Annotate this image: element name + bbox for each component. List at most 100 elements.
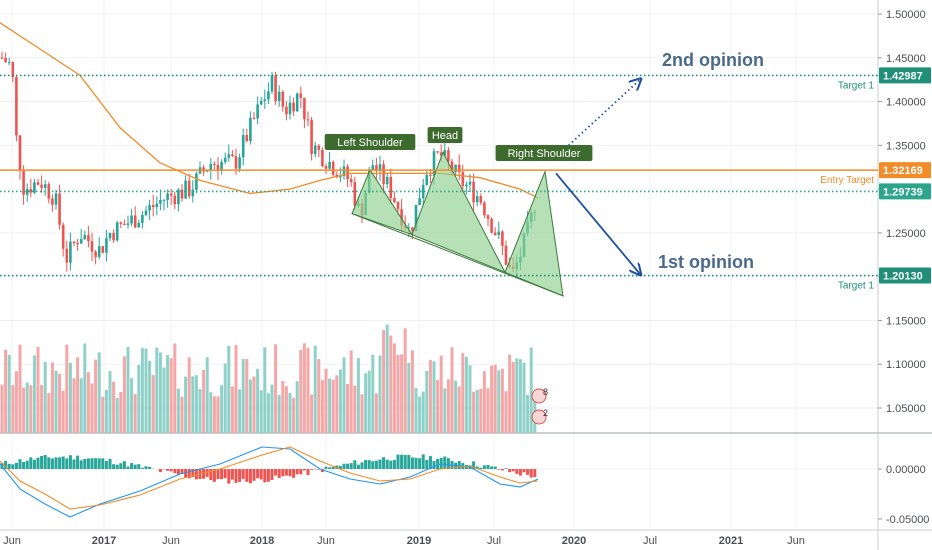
volume-bar xyxy=(86,372,90,433)
volume-bars xyxy=(0,324,537,433)
macd-histogram-bar xyxy=(414,457,418,469)
macd-histogram-bar xyxy=(382,457,386,469)
macd-histogram-bar xyxy=(367,460,371,469)
volume-bar xyxy=(29,385,33,433)
macd-histogram-bar xyxy=(263,469,267,483)
macd-histogram-bar xyxy=(101,458,105,469)
candle-body xyxy=(493,232,497,235)
volume-bar xyxy=(274,344,278,433)
candle-body xyxy=(439,152,443,156)
macd-histogram-bar xyxy=(61,456,65,469)
volume-bar xyxy=(187,357,191,433)
candle-body xyxy=(4,57,7,63)
volume-bar xyxy=(439,355,443,433)
volume-bar xyxy=(284,386,288,433)
volume-bar xyxy=(227,345,231,433)
price-tick-label: 1.45000 xyxy=(886,53,926,65)
volume-bar xyxy=(133,394,137,433)
macd-histogram-bar xyxy=(371,461,375,469)
macd-histogram-bar xyxy=(526,469,530,475)
candle-body xyxy=(97,246,101,257)
candle-body xyxy=(231,154,234,157)
volume-bar xyxy=(151,375,155,433)
price-tick-label: 1.10000 xyxy=(886,359,926,371)
macd-histogram-bar xyxy=(25,460,29,469)
volume-bar xyxy=(475,389,479,433)
macd-histogram-bar xyxy=(40,455,44,469)
macd-histogram-bar xyxy=(418,458,422,469)
volume-bar xyxy=(158,352,162,433)
macd-tick-label: -0.05000 xyxy=(886,514,929,526)
candle-body xyxy=(112,233,115,241)
x-tick-label: Jun xyxy=(3,535,21,547)
macd-histogram-bar xyxy=(130,463,134,469)
candle-body xyxy=(385,176,389,185)
macd-histogram-bar xyxy=(32,459,36,469)
volume-bar xyxy=(346,383,350,433)
macd-histogram-bar xyxy=(76,455,80,469)
macd-histogram-bar xyxy=(259,469,263,480)
macd-histogram-bar xyxy=(486,464,490,469)
volume-bar xyxy=(184,376,188,433)
macd-histogram-bar xyxy=(479,467,483,469)
macd-histogram-bar xyxy=(209,469,213,481)
head-label-bg xyxy=(427,127,463,143)
macd-histogram-bar xyxy=(356,464,360,469)
volume-bar xyxy=(522,362,526,433)
volume-bar xyxy=(94,359,98,433)
macd-histogram-bar xyxy=(166,469,170,471)
volume-bar xyxy=(331,379,335,433)
volume-bar xyxy=(245,359,249,433)
volume-bar xyxy=(263,347,267,433)
volume-bar xyxy=(432,361,436,433)
volume-bar xyxy=(504,391,508,433)
macd-histogram-bar xyxy=(50,458,54,469)
volume-bar xyxy=(212,396,216,433)
level-label: Entry Target xyxy=(820,175,874,186)
candle-body xyxy=(177,189,180,205)
macd-histogram-bar xyxy=(284,469,288,476)
volume-bar xyxy=(259,390,263,433)
volume-bar xyxy=(11,385,15,433)
macd-histogram-bar xyxy=(292,469,296,478)
price-tick-label: 1.40000 xyxy=(886,97,926,109)
candle-body xyxy=(501,231,504,246)
candle-body xyxy=(159,200,162,204)
price-badge-label: 1.20130 xyxy=(883,271,923,283)
first-opinion-label: 1st opinion xyxy=(658,252,754,272)
candle-body xyxy=(43,184,47,188)
volume-bar xyxy=(385,324,389,433)
macd-histogram-bar xyxy=(299,469,303,475)
volume-bar xyxy=(410,350,414,433)
volume-bar xyxy=(234,344,238,433)
volume-bar xyxy=(97,352,101,433)
macd-histogram-bar xyxy=(90,458,94,469)
candle-body xyxy=(479,196,483,203)
macd-histogram-bar xyxy=(212,469,216,482)
macd-histogram-bar xyxy=(216,469,220,480)
volume-bar xyxy=(335,375,339,433)
candle-body xyxy=(54,193,58,205)
volume-bar xyxy=(202,369,206,433)
macd-histogram-bar xyxy=(4,460,8,469)
volume-bar xyxy=(446,379,450,433)
macd-histogram-bar xyxy=(378,459,382,469)
volume-bar xyxy=(349,350,353,433)
candle-body xyxy=(133,215,137,228)
candle-body xyxy=(468,181,472,185)
volume-bar xyxy=(266,393,270,433)
macd-histogram-bar xyxy=(403,455,407,469)
macd-histogram-bar xyxy=(104,461,108,469)
macd-histogram-bar xyxy=(158,469,162,473)
volume-bar xyxy=(292,397,296,433)
candle-body xyxy=(65,248,69,263)
candle-body xyxy=(61,224,65,249)
volume-bar xyxy=(443,388,447,433)
macd-histogram-bar xyxy=(374,460,378,469)
right-shoulder-label-bg xyxy=(495,145,593,161)
macd-histogram-bar xyxy=(97,458,101,469)
volume-bar xyxy=(353,385,357,433)
macd-histogram-bar xyxy=(421,454,425,469)
price-badge xyxy=(879,162,931,179)
volume-bar xyxy=(65,344,69,433)
